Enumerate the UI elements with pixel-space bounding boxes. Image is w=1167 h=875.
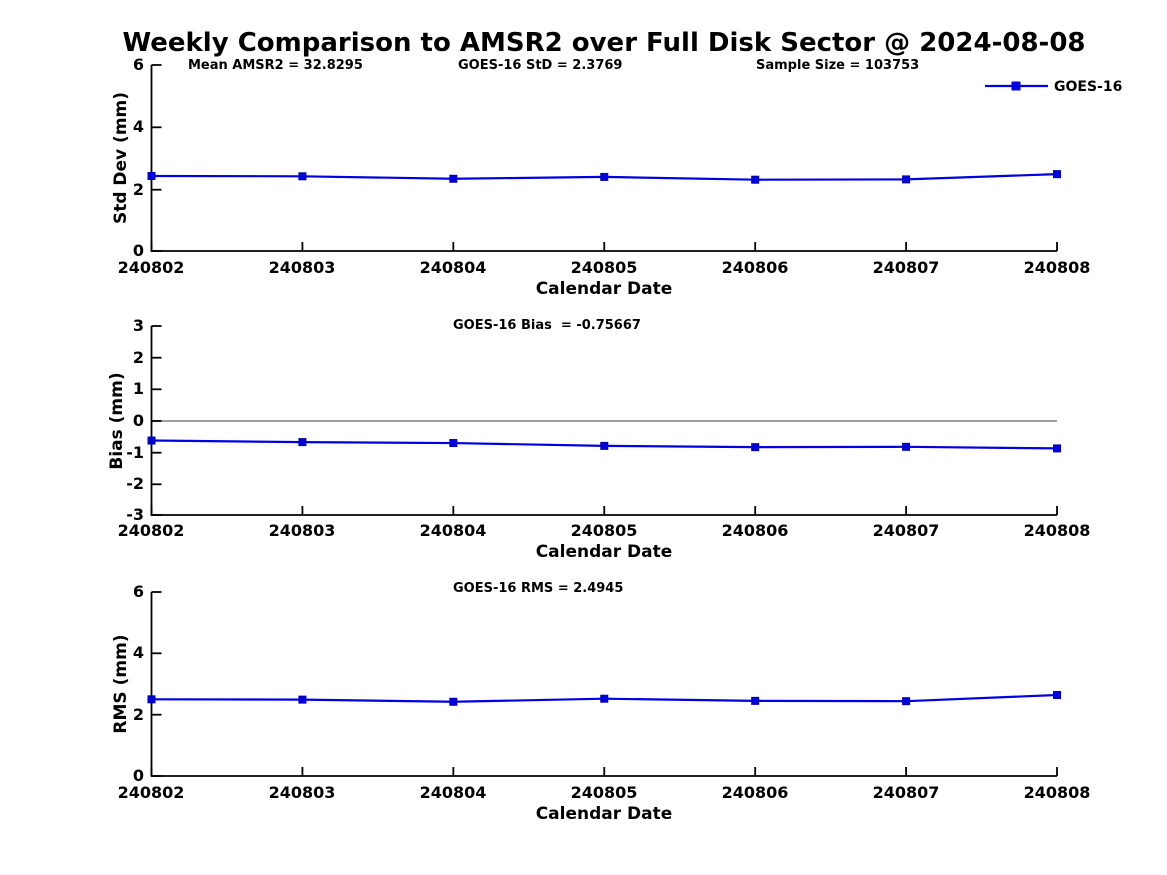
x-axis-label: Calendar Date bbox=[535, 279, 673, 299]
x-tick-label: 240806 bbox=[721, 783, 789, 802]
data-point-marker bbox=[751, 175, 760, 184]
data-point-marker bbox=[449, 439, 458, 448]
data-point-marker bbox=[147, 436, 156, 445]
data-point-marker bbox=[902, 697, 911, 706]
data-point-marker bbox=[600, 441, 609, 450]
data-point-marker bbox=[902, 175, 911, 184]
subplot-bias bbox=[147, 325, 1062, 516]
y-tick-label: 4 bbox=[132, 643, 144, 662]
x-tick-label: 240803 bbox=[268, 783, 336, 802]
data-point-marker bbox=[147, 171, 156, 180]
annotation-sample-size: Sample Size = 103753 bbox=[756, 58, 920, 73]
x-tick-label: 240808 bbox=[1023, 258, 1091, 277]
data-point-marker bbox=[600, 694, 609, 703]
x-tick-label: 240805 bbox=[570, 521, 638, 540]
y-tick-label: 0 bbox=[132, 766, 144, 785]
y-tick-label: -2 bbox=[126, 474, 144, 493]
y-tick-label: 6 bbox=[132, 55, 144, 74]
data-point-marker bbox=[1053, 444, 1062, 453]
data-point-marker bbox=[298, 172, 307, 181]
x-tick-label: 240807 bbox=[872, 783, 940, 802]
y-tick-label: 2 bbox=[132, 180, 144, 199]
x-tick-label: 240806 bbox=[721, 258, 789, 277]
x-tick-label: 240803 bbox=[268, 521, 336, 540]
subplot-rms bbox=[147, 591, 1062, 777]
x-tick-label: 240805 bbox=[570, 783, 638, 802]
annotation-goes16-std: GOES-16 StD = 2.3769 bbox=[458, 58, 623, 73]
data-point-marker bbox=[147, 695, 156, 704]
x-tick-label: 240806 bbox=[721, 521, 789, 540]
y-tick-label: 2 bbox=[132, 705, 144, 724]
data-point-marker bbox=[1053, 170, 1062, 179]
annotation-goes16-bias: GOES-16 Bias = -0.75667 bbox=[453, 318, 641, 333]
x-tick-label: 240808 bbox=[1023, 521, 1091, 540]
x-tick-label: 240808 bbox=[1023, 783, 1091, 802]
y-tick-label: -1 bbox=[126, 443, 144, 462]
legend-label: GOES-16 bbox=[1054, 79, 1123, 95]
y-tick-label: 0 bbox=[132, 241, 144, 260]
x-tick-label: 240802 bbox=[117, 258, 185, 277]
y-tick-label: 4 bbox=[132, 117, 144, 136]
data-point-marker bbox=[449, 174, 458, 183]
data-point-marker bbox=[298, 695, 307, 704]
data-point-marker bbox=[449, 697, 458, 706]
data-point-marker bbox=[298, 438, 307, 447]
x-tick-label: 240802 bbox=[117, 521, 185, 540]
x-tick-label: 240807 bbox=[872, 258, 940, 277]
y-tick-label: 0 bbox=[132, 411, 144, 430]
subplot-stddev bbox=[147, 64, 1062, 252]
y-axis-label-stddev: Std Dev (mm) bbox=[111, 91, 131, 225]
annotation-goes16-rms: GOES-16 RMS = 2.4945 bbox=[453, 581, 624, 596]
x-tick-label: 240805 bbox=[570, 258, 638, 277]
data-point-marker bbox=[751, 443, 760, 452]
legend-marker-icon bbox=[1011, 81, 1021, 91]
y-tick-label: 6 bbox=[132, 582, 144, 601]
x-axis-label: Calendar Date bbox=[535, 542, 673, 562]
x-tick-label: 240802 bbox=[117, 783, 185, 802]
figure-title: Weekly Comparison to AMSR2 over Full Dis… bbox=[122, 28, 1086, 58]
y-tick-label: 1 bbox=[132, 379, 144, 398]
x-tick-label: 240804 bbox=[419, 521, 487, 540]
x-tick-label: 240803 bbox=[268, 258, 336, 277]
data-point-marker bbox=[751, 696, 760, 705]
x-tick-label: 240804 bbox=[419, 258, 487, 277]
annotation-mean-amsr2: Mean AMSR2 = 32.8295 bbox=[188, 58, 363, 73]
data-point-marker bbox=[902, 442, 911, 451]
x-tick-label: 240804 bbox=[419, 783, 487, 802]
x-axis-label: Calendar Date bbox=[535, 804, 673, 824]
y-tick-label: 3 bbox=[132, 316, 144, 335]
x-tick-label: 240807 bbox=[872, 521, 940, 540]
y-tick-label: 2 bbox=[132, 348, 144, 367]
data-point-marker bbox=[600, 172, 609, 181]
y-tick-label: -3 bbox=[126, 505, 144, 524]
data-point-marker bbox=[1053, 691, 1062, 700]
